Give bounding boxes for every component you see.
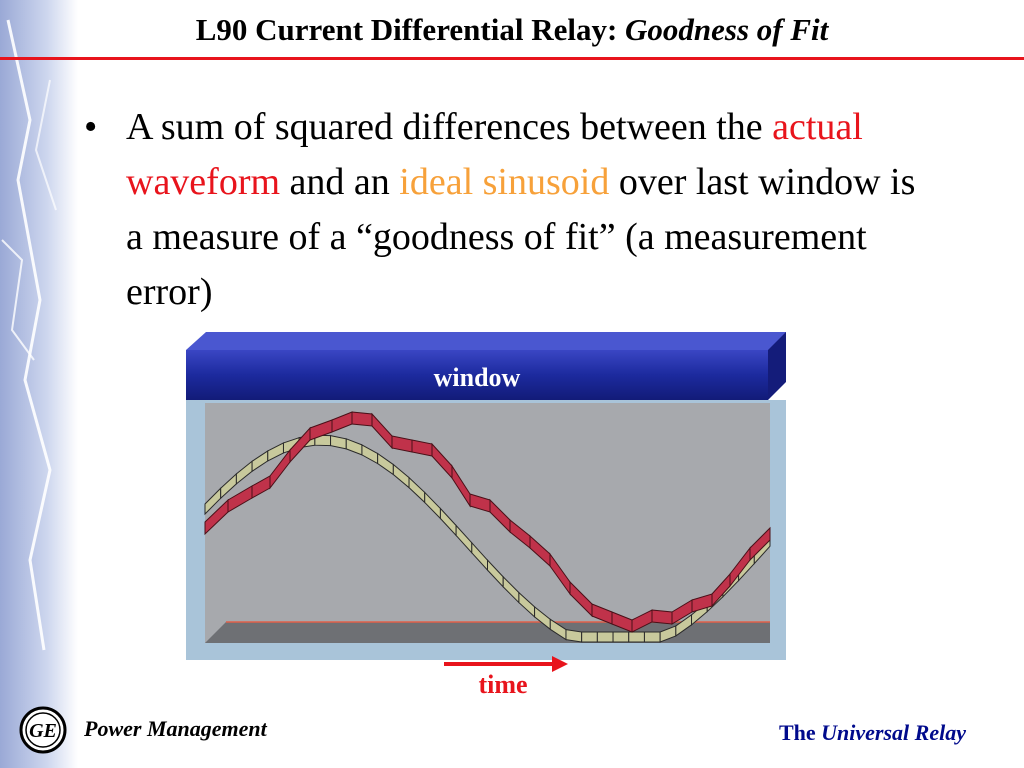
ribbon-segment <box>628 631 645 643</box>
ribbon-segment <box>565 628 583 643</box>
time-label: time <box>478 670 528 699</box>
ge-monogram-icon: GE <box>19 706 67 754</box>
svg-text:GE: GE <box>29 720 57 742</box>
bullet-symbol: • <box>84 106 98 148</box>
window-header-side <box>768 332 786 400</box>
footer-product: The Universal Relay <box>778 720 966 745</box>
page-title: L90 Current Differential Relay: Goodness… <box>195 12 829 47</box>
ribbon-segment <box>643 631 661 643</box>
window-header-band <box>186 350 768 400</box>
ribbon-segment <box>612 631 630 643</box>
footer-division: Power Management <box>84 716 267 741</box>
ideal-sinusoid-term: ideal sinusoid <box>399 161 610 203</box>
title-divider <box>0 57 1024 60</box>
ribbon-segment <box>749 526 771 562</box>
ribbon-segment <box>581 631 598 643</box>
bullet-text: A sum of squared differences between the… <box>126 106 916 313</box>
decorative-lightning-strip <box>0 0 78 768</box>
ribbon-segment <box>651 609 673 625</box>
arrow-right-icon <box>444 656 568 672</box>
window-header-top <box>186 332 786 350</box>
window-label: window <box>434 363 521 392</box>
ribbon-segment <box>351 411 373 427</box>
actual-waveform-term: actual waveform <box>126 106 863 203</box>
actual-waveform-ribbon <box>204 411 771 633</box>
ribbon-segment <box>596 631 614 643</box>
